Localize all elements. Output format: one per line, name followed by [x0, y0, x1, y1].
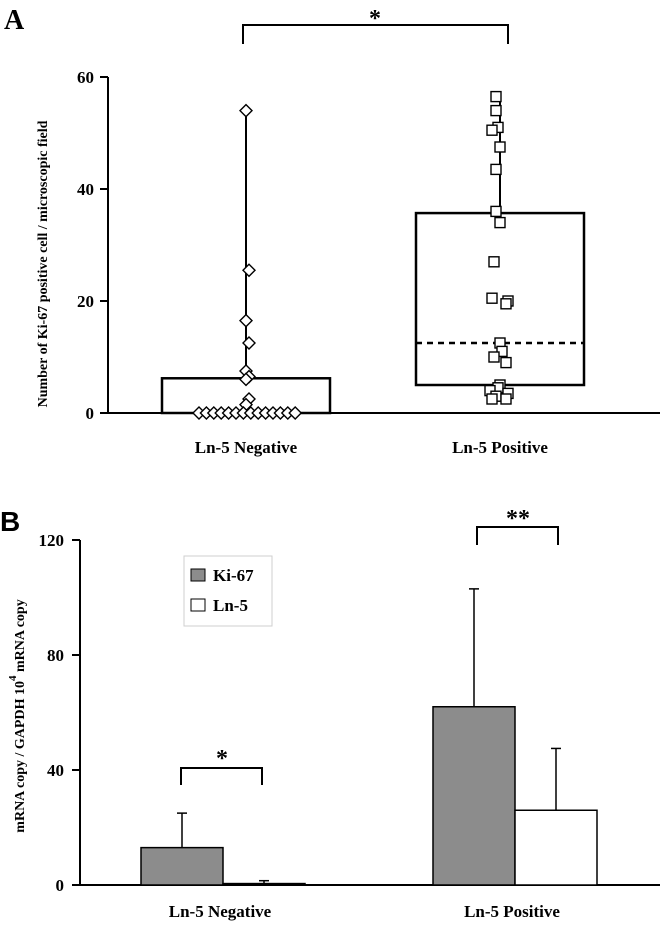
panel-a: A Number of Ki-67 positive cell / micros…	[4, 5, 660, 457]
panel-b-bars	[140, 588, 598, 886]
panel-a-point-positive	[488, 351, 500, 363]
panel-b-legend: Ki-67 Ln-5	[183, 555, 273, 627]
panel-b-y-tick-label: 80	[47, 646, 64, 665]
panel-b-category-label-positive: Ln-5 Positive	[464, 902, 560, 921]
panel-a-point-positive	[490, 163, 502, 176]
panel-b-significance-stars-positive: **	[506, 506, 530, 532]
panel-a-category-label-negative: Ln-5 Negative	[195, 438, 298, 457]
legend-swatch-ki67	[190, 568, 206, 582]
panel-a-y-tick-label: 60	[77, 68, 94, 87]
panel-b-significance: * **	[180, 506, 559, 785]
panel-a-point-positive	[486, 124, 498, 136]
panel-a-point-positive	[490, 90, 502, 103]
panel-b-significance-star-negative: *	[216, 746, 228, 772]
legend-label-ki67: Ki-67	[213, 566, 254, 585]
panel-a-point-negative	[239, 103, 253, 118]
panel-a-points	[192, 90, 514, 420]
panel-b-significance-bracket-positive	[476, 526, 559, 545]
panel-a-significance-bracket	[242, 24, 509, 44]
legend-box	[183, 555, 273, 627]
panel-a-point-positive	[486, 292, 498, 304]
panel-a-box-positive	[414, 211, 586, 387]
panel-b-y-ticks: 0 40 80 120	[39, 531, 80, 895]
panel-a-point-positive	[490, 205, 502, 218]
panel-a-point-positive	[494, 141, 506, 153]
panel-b-y-tick-label: 120	[39, 531, 65, 550]
legend-swatch-ln5	[190, 598, 206, 612]
panel-a-point-negative	[242, 336, 256, 350]
panel-a-y-tick-label: 20	[77, 292, 94, 311]
panel-b-significance-bracket-negative	[180, 767, 263, 785]
panel-a-point-positive	[488, 256, 500, 268]
panel-a-point-positive	[490, 104, 502, 117]
panel-b-y-tick-label: 0	[56, 876, 65, 895]
panel-b-bar-ln5-positive	[514, 809, 598, 886]
panel-a-y-ticks: 0 20 40 60	[77, 68, 108, 423]
panel-a-boxes	[160, 96, 586, 415]
panel-b-category-label-negative: Ln-5 Negative	[169, 902, 272, 921]
panel-a-significance-star: *	[369, 6, 381, 32]
panel-a-y-tick-label: 0	[86, 404, 95, 423]
legend-label-ln5: Ln-5	[213, 596, 248, 615]
panel-b-y-axis-label-tail: mRNA copy	[13, 599, 28, 675]
panel-a-point-negative	[239, 372, 253, 387]
panel-b-plot: 0 40 80 120 * ** Ki-67 Ln-5	[39, 506, 660, 895]
panel-b-bar-ki67-negative	[140, 846, 224, 886]
panel-a-category-label-positive: Ln-5 Positive	[452, 438, 548, 457]
panel-a-point-negative	[242, 263, 256, 278]
panel-a-plot: 0 20 40 60 *	[77, 6, 660, 423]
panel-a-y-axis-label: Number of Ki-67 positive cell / microsco…	[36, 120, 51, 407]
panel-b-bar-ln5-negative	[222, 882, 306, 886]
panel-b-bar-ki67-positive	[432, 706, 516, 886]
panel-a-point-negative	[288, 406, 303, 420]
panel-b-y-axis-label: mRNA copy / GAPDH 104 mRNA copy	[7, 599, 28, 832]
panel-a-point-negative	[239, 313, 253, 328]
panel-b-y-axis-label-main: mRNA copy / GAPDH 10	[13, 681, 28, 833]
panel-a-point-positive	[500, 356, 512, 369]
panel-a-significance: *	[242, 6, 509, 44]
panel-a-point-positive	[500, 298, 512, 310]
panel-a-point-positive	[500, 393, 512, 405]
panel-b-y-axis-label-sup: 4	[7, 675, 19, 681]
panel-a-point-positive	[486, 393, 498, 405]
panel-b-y-tick-label: 40	[47, 761, 64, 780]
panel-a-letter: A	[4, 5, 25, 36]
panel-a-point-positive	[494, 216, 506, 229]
panel-b-letter: B	[0, 506, 20, 537]
panel-a-y-tick-label: 40	[77, 180, 94, 199]
panel-b: B mRNA copy / GAPDH 104 mRNA copy 0 40 80 1…	[0, 506, 660, 921]
